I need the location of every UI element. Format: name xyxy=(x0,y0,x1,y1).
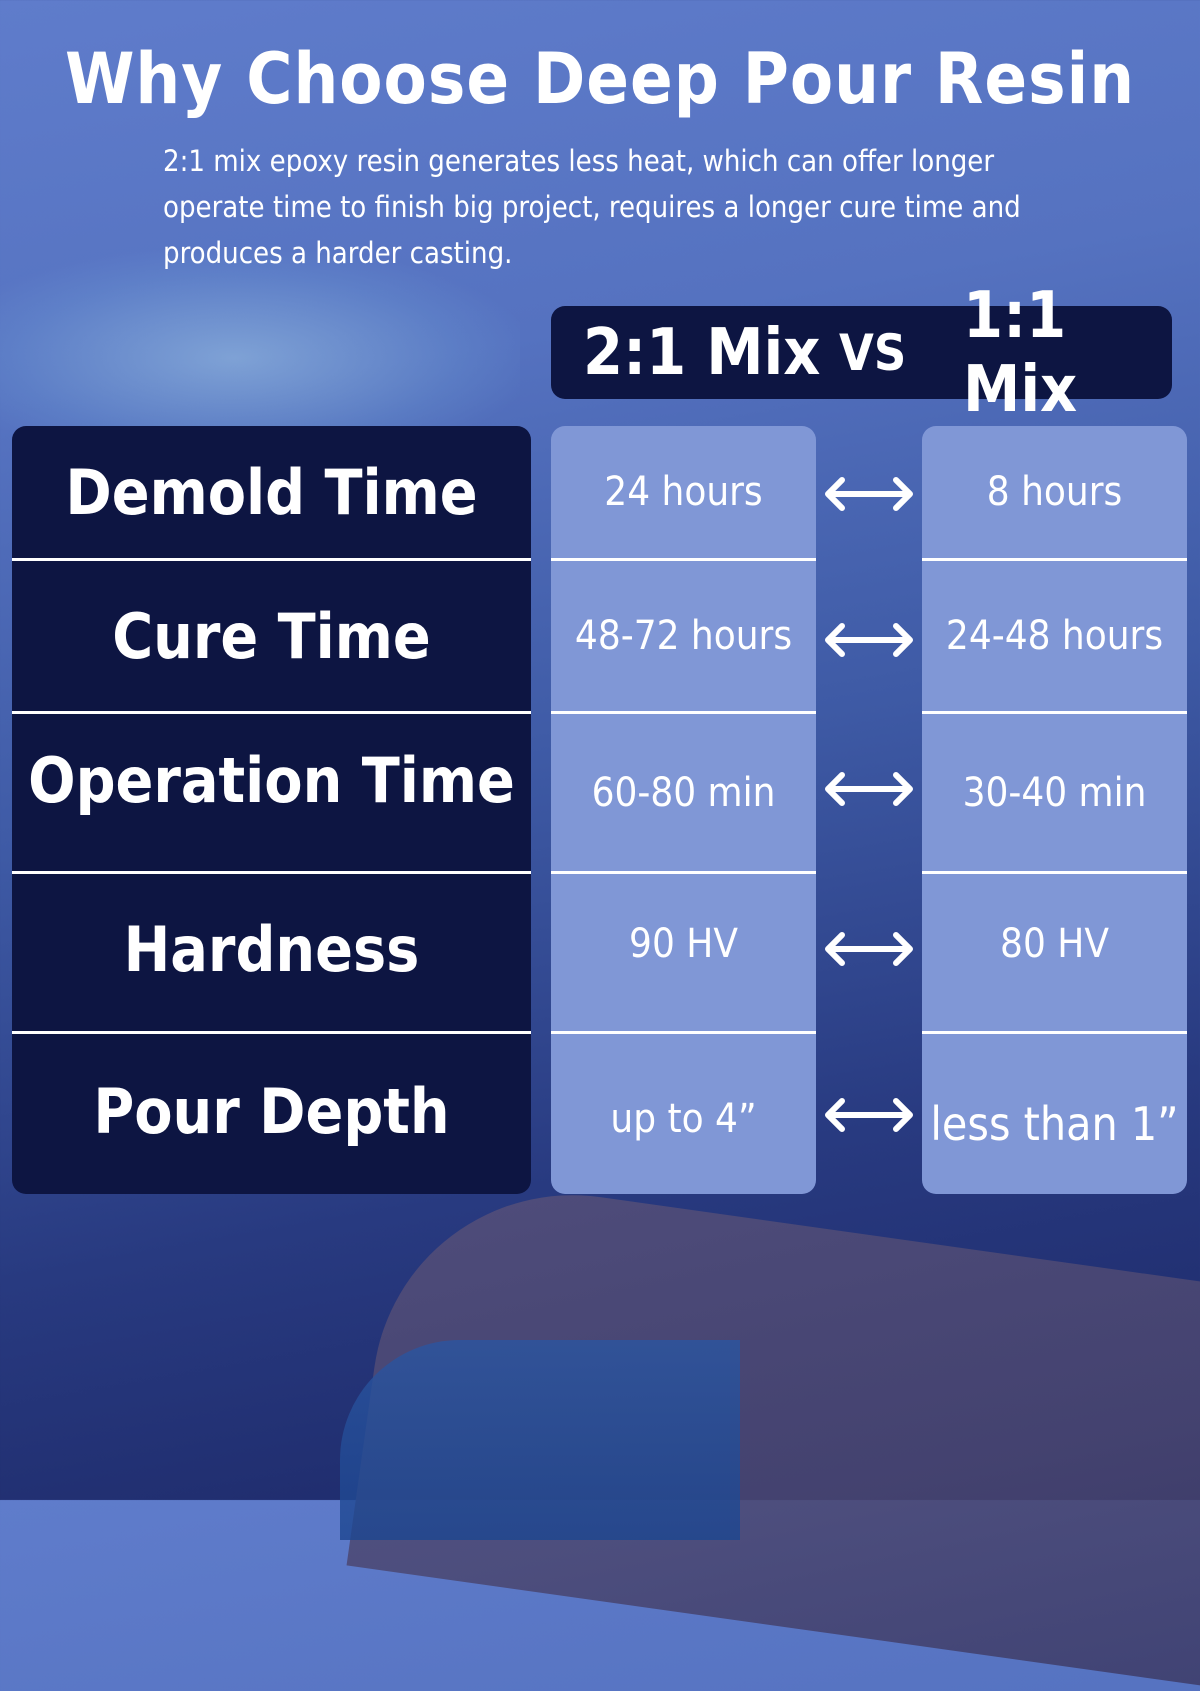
value-cure-1-1: 24-48 hours xyxy=(945,613,1164,659)
divider xyxy=(551,711,816,714)
divider xyxy=(12,1031,531,1034)
double-arrow-icon xyxy=(825,477,913,511)
value-hardness-1-1: 80 HV xyxy=(1000,921,1109,967)
value-depth-2-1: up to 4” xyxy=(610,1096,757,1142)
subtitle: 2:1 mix epoxy resin generates less heat,… xyxy=(163,144,1021,270)
divider xyxy=(551,558,816,561)
double-arrow-icon xyxy=(825,932,913,966)
divider xyxy=(12,871,531,874)
label-operation-time: Operation Time xyxy=(28,743,515,817)
mix-2-1-column: 24 hours 48-72 hours 60-80 min 90 HV up … xyxy=(551,426,816,1194)
mix-1-1-column: 8 hours 24-48 hours 30-40 min 80 HV less… xyxy=(922,426,1187,1194)
divider xyxy=(922,871,1187,874)
iceberg-background xyxy=(0,250,520,430)
value-operation-2-1: 60-80 min xyxy=(591,769,776,816)
header-mix-2-1: 2:1 Mix xyxy=(583,315,821,390)
value-cure-2-1: 48-72 hours xyxy=(574,613,793,659)
page-title: Why Choose Deep Pour Resin xyxy=(64,38,1136,120)
divider xyxy=(922,711,1187,714)
label-cure-time: Cure Time xyxy=(112,599,431,673)
header-mix-1-1: 1:1 Mix xyxy=(963,278,1078,427)
double-arrow-icon xyxy=(825,1098,913,1132)
divider xyxy=(922,1031,1187,1034)
divider xyxy=(551,871,816,874)
divider xyxy=(12,711,531,714)
double-arrow-icon xyxy=(825,772,913,806)
value-hardness-2-1: 90 HV xyxy=(629,921,738,967)
value-operation-1-1: 30-40 min xyxy=(962,769,1147,816)
value-demold-2-1: 24 hours xyxy=(604,469,763,515)
label-hardness: Hardness xyxy=(123,912,420,986)
divider xyxy=(551,1031,816,1034)
value-demold-1-1: 8 hours xyxy=(986,469,1123,515)
label-demold-time: Demold Time xyxy=(65,455,478,529)
divider xyxy=(922,558,1187,561)
double-arrow-icon xyxy=(825,623,913,657)
value-depth-1-1: less than 1” xyxy=(930,1097,1179,1151)
property-labels: Demold Time Cure Time Operation Time Har… xyxy=(12,426,531,1194)
comparison-header: 2:1 Mix VS 1:1 Mix xyxy=(551,279,1172,427)
resin-background xyxy=(340,1340,740,1540)
header-vs: VS xyxy=(839,324,907,382)
divider xyxy=(12,558,531,561)
label-pour-depth: Pour Depth xyxy=(93,1074,450,1148)
